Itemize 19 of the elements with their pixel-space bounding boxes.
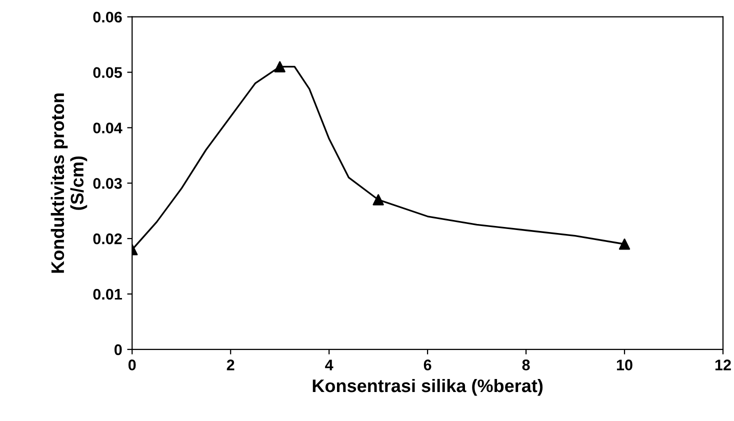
y-tick-label: 0.02	[93, 233, 122, 244]
point	[274, 61, 286, 72]
y-tick-label: 0.06	[93, 12, 122, 23]
point	[618, 238, 630, 250]
y-axis-title: Konduktivitas proton (S/cm)	[50, 93, 88, 273]
y-tick-label: 0	[114, 344, 122, 356]
x-tick-label: 4	[325, 360, 334, 370]
y-tick-label: 0.03	[93, 178, 122, 189]
x-tick-label: 10	[616, 360, 632, 370]
y-tick-label: 0.01	[93, 288, 122, 300]
y-tick-label: 0.05	[93, 67, 122, 78]
x-axis-title: Konsentrasi silika (%berat)	[312, 378, 543, 396]
point	[372, 194, 384, 206]
x-tick-label: 2	[226, 360, 234, 370]
x-tick-label: 12	[715, 360, 731, 370]
y-tick-label: 0.04	[93, 122, 122, 134]
x-tick-label: 0	[128, 360, 136, 370]
x-tick-label: 6	[424, 360, 432, 370]
x-tick-label: 8	[522, 360, 530, 370]
